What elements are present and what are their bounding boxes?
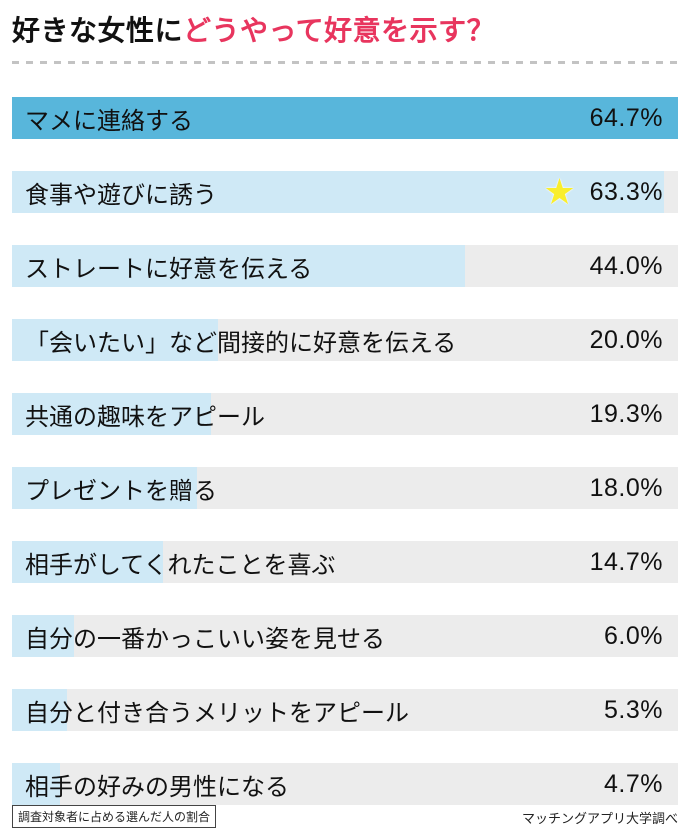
- bar-row: 相手の好みの男性になる 4.7%: [12, 763, 678, 805]
- bar-value: 4.7%: [604, 769, 663, 798]
- bar-row: 共通の趣味をアピール 19.3%: [12, 393, 678, 435]
- bar-row: 自分と付き合うメリットをアピール 5.3%: [12, 689, 678, 731]
- bar-fill: [12, 541, 164, 583]
- bar-value: 14.7%: [589, 547, 663, 576]
- bar-value: 44.0%: [589, 251, 663, 280]
- bar-value: 19.3%: [589, 399, 663, 428]
- bar-label: 自分と付き合うメリットをアピール: [25, 699, 409, 727]
- bar-label: 「会いたい」など間接的に好意を伝える: [25, 329, 457, 357]
- bar-label: ストレートに好意を伝える: [25, 255, 313, 283]
- bar-value: 20.0%: [589, 325, 663, 354]
- bar-label: 自分の一番かっこいい姿を見せる: [25, 625, 385, 653]
- bar-fill: [12, 171, 664, 213]
- footnote-box: 調査対象者に占める選んだ人の割合: [12, 805, 217, 828]
- bar-fill: [12, 245, 465, 287]
- dashed-divider: [12, 60, 678, 64]
- bar-value: 63.3%: [589, 177, 663, 206]
- bar-label: 相手の好みの男性になる: [25, 773, 289, 801]
- bar-label: 食事や遊びに誘う: [25, 181, 217, 209]
- title-plain-text: 好きな女性に: [12, 15, 184, 46]
- bar-row: 「会いたい」など間接的に好意を伝える 20.0%: [12, 319, 678, 361]
- title-accent-text: どうやって好意を示す？: [183, 15, 496, 46]
- bar-value: 6.0%: [604, 621, 663, 650]
- bar-fill: [12, 467, 198, 509]
- bar-row: 食事や遊びに誘う ★ 63.3%: [12, 171, 678, 213]
- bar-fill: [12, 319, 218, 361]
- bar-fill: [12, 689, 67, 731]
- bar-label: マメに連絡する: [25, 107, 193, 135]
- page-title: 好きな女性にどうやって好意を示す？: [12, 14, 678, 48]
- bar-fill: [12, 615, 74, 657]
- bar-label: プレゼントを贈る: [25, 477, 217, 505]
- bar-fill: [12, 763, 61, 805]
- bar-row: 自分の一番かっこいい姿を見せる 6.0%: [12, 615, 678, 657]
- bar-fill: [12, 97, 678, 139]
- bar-label: 共通の趣味をアピール: [25, 403, 265, 431]
- source-credit: マッチングアプリ大学調べ: [521, 811, 678, 826]
- bar-label: 相手がしてくれたことを喜ぶ: [25, 551, 336, 579]
- bar-row: ストレートに好意を伝える 44.0%: [12, 245, 678, 287]
- bar-value: 64.7%: [589, 103, 663, 132]
- bar-value: 18.0%: [589, 473, 663, 502]
- star-icon: ★: [543, 171, 576, 212]
- bar-chart: マメに連絡する 64.7% 食事や遊びに誘う ★ 63.3% ストレートに好意を…: [12, 97, 678, 805]
- bar-fill: [12, 393, 211, 435]
- bar-value: 5.3%: [604, 695, 663, 724]
- bar-row: プレゼントを贈る 18.0%: [12, 467, 678, 509]
- footer: 調査対象者に占める選んだ人の割合 マッチングアプリ大学調べ: [12, 805, 678, 834]
- bar-row: マメに連絡する 64.7%: [12, 97, 678, 139]
- bar-row: 相手がしてくれたことを喜ぶ 14.7%: [12, 541, 678, 583]
